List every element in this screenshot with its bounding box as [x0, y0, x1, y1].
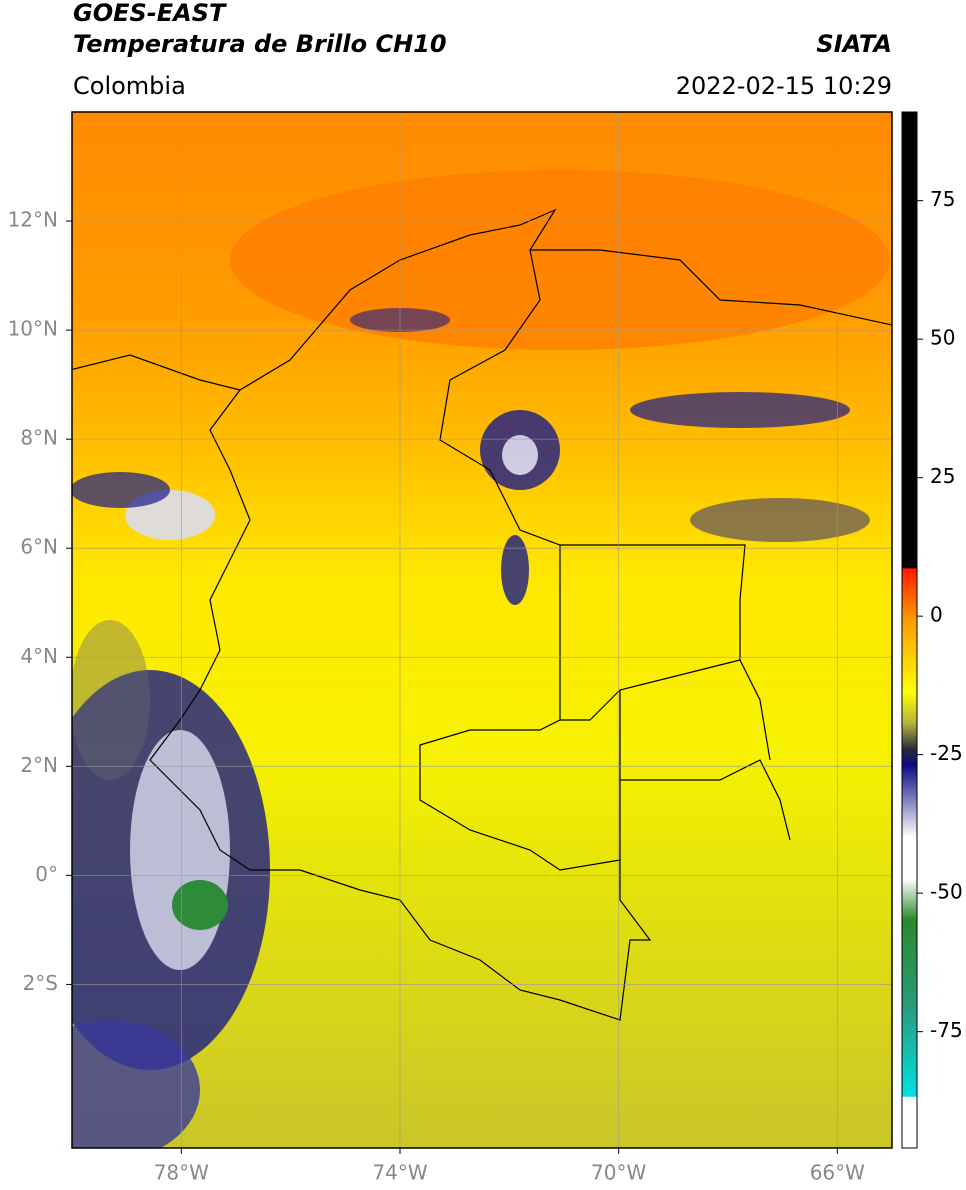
region: Colombia	[73, 72, 186, 100]
source: SIATA	[816, 30, 892, 58]
map-frame	[71, 111, 893, 1149]
colorbar-tick-label: 75	[930, 187, 955, 211]
product: Temperatura de Brillo CH10	[73, 30, 447, 58]
satellite-image	[72, 112, 892, 1148]
colorbar-tick-label: -75	[930, 1018, 963, 1042]
colorbar-tick-label: 0	[930, 603, 943, 627]
x-tick-label: 78°W	[154, 1161, 209, 1185]
colorbar-tick-label: -50	[930, 880, 963, 904]
x-tick-label: 66°W	[810, 1161, 865, 1185]
datetime: 2022-02-15 10:29	[676, 72, 892, 100]
y-tick-label: 2°S	[23, 971, 58, 995]
x-tick-label: 74°W	[372, 1161, 427, 1185]
y-tick-label: 8°N	[20, 426, 58, 450]
y-tick-label: 0°	[35, 862, 58, 886]
y-tick-label: 6°N	[20, 535, 58, 559]
x-tick-label: 70°W	[591, 1161, 646, 1185]
colorbar-tick-label: 50	[930, 326, 955, 350]
y-tick-label: 4°N	[20, 644, 58, 668]
y-tick-label: 2°N	[20, 753, 58, 777]
colorbar	[901, 111, 918, 1149]
satellite: GOES-EAST	[73, 0, 227, 27]
graticule	[72, 112, 892, 1148]
y-tick-label: 12°N	[8, 208, 58, 232]
colorbar-tick-label: -25	[930, 741, 963, 765]
y-tick-label: 10°N	[8, 317, 58, 341]
colorbar-tick-label: 25	[930, 464, 955, 488]
